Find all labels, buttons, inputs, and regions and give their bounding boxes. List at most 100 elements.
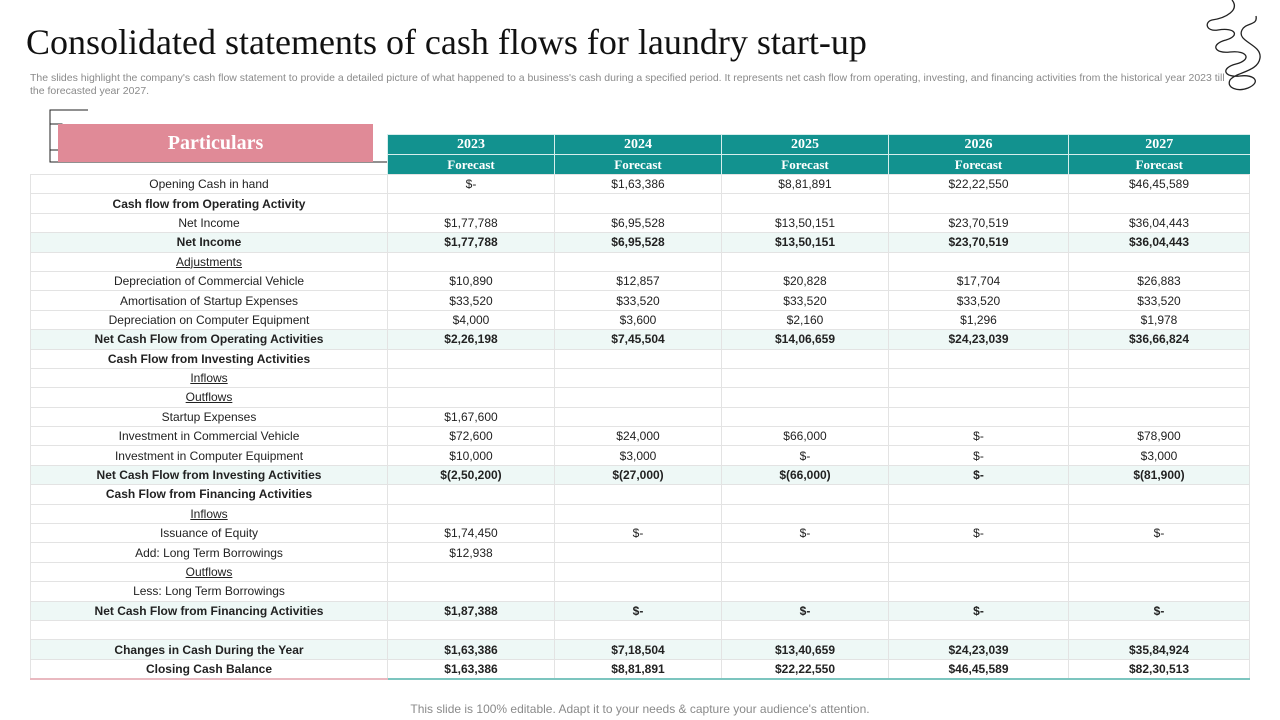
row-financing-header: Cash Flow from Financing Activities [30, 484, 1250, 505]
cell-2023: $12,938 [387, 542, 555, 563]
cell-2023: $1,63,386 [387, 639, 555, 660]
cell-2024: $33,520 [554, 290, 722, 311]
cell-2025: $(66,000) [721, 464, 889, 486]
row-investing-outflows: Outflows [30, 387, 1250, 408]
cell-2026 [888, 387, 1069, 408]
cell-2025 [721, 484, 889, 505]
cell-2024 [554, 348, 722, 369]
row-financing-outflows: Outflows [30, 561, 1250, 583]
cell-2024: $3,000 [554, 445, 722, 466]
cell-2023: $10,890 [387, 270, 555, 292]
row-net-investing: Net Cash Flow from Investing Activities … [30, 464, 1250, 486]
cell-2025 [721, 406, 889, 428]
cell-2026: $24,23,039 [888, 639, 1069, 660]
cell-2026 [888, 484, 1069, 505]
row-label [30, 619, 388, 641]
cell-2023: $1,87,388 [387, 600, 555, 621]
cell-2027: $35,84,924 [1068, 639, 1250, 660]
cell-2024: $7,18,504 [554, 639, 722, 660]
cell-2027 [1068, 367, 1250, 389]
cell-2023: $1,77,788 [387, 232, 555, 253]
row-label: Depreciation of Commercial Vehicle [30, 270, 388, 292]
cell-2025: $- [721, 445, 889, 466]
cell-2027 [1068, 251, 1250, 272]
year-header-row: 2023 2024 2025 2026 2027 [31, 134, 1250, 155]
cell-2025: $20,828 [721, 270, 889, 292]
forecast-label: Forecast [721, 154, 889, 175]
cell-2026: $- [888, 464, 1069, 486]
cell-2027 [1068, 193, 1250, 214]
cell-2026: $24,23,039 [888, 329, 1069, 350]
cell-2026: $22,22,550 [888, 173, 1069, 195]
cell-2027 [1068, 387, 1250, 408]
cell-2025 [721, 561, 889, 583]
row-label: Startup Expenses [30, 406, 388, 428]
year-2026-header: 2026 [888, 134, 1069, 155]
cell-2026 [888, 251, 1069, 272]
cell-2025: $66,000 [721, 426, 889, 447]
cell-2027: $46,45,589 [1068, 173, 1250, 195]
cell-2023 [387, 348, 555, 369]
row-issuance-equity: Issuance of Equity $1,74,450 $- $- $- $- [30, 523, 1250, 544]
cell-2024: $- [554, 600, 722, 621]
row-label: Inflows [30, 503, 388, 525]
row-label: Changes in Cash During the Year [30, 639, 388, 660]
cell-2024 [554, 561, 722, 583]
cell-2024: $7,45,504 [554, 329, 722, 350]
cell-2025 [721, 387, 889, 408]
slide-subtitle: The slides highlight the company's cash … [30, 72, 1225, 97]
row-label: Depreciation on Computer Equipment [30, 309, 388, 331]
row-net-income: Net Income $1,77,788 $6,95,528 $13,50,15… [30, 212, 1250, 234]
row-less-borrowings: Less: Long Term Borrowings [30, 581, 1250, 602]
cell-2023: $72,600 [387, 426, 555, 447]
cell-2024: $6,95,528 [554, 212, 722, 234]
cell-2026: $- [888, 600, 1069, 621]
cell-2023: $1,67,600 [387, 406, 555, 428]
cell-2024 [554, 406, 722, 428]
cell-2024: $1,63,386 [554, 173, 722, 195]
cell-2027 [1068, 542, 1250, 563]
cell-2024: $12,857 [554, 270, 722, 292]
row-label: Net Cash Flow from Investing Activities [30, 464, 388, 486]
cell-2027 [1068, 561, 1250, 583]
cell-2027: $- [1068, 523, 1250, 544]
cell-2024: $(27,000) [554, 464, 722, 486]
row-label: Cash flow from Operating Activity [30, 193, 388, 214]
header-spacer [31, 135, 388, 155]
cell-2025: $22,22,550 [721, 658, 889, 681]
row-amortisation: Amortisation of Startup Expenses $33,520… [30, 290, 1250, 311]
cell-2023: $(2,50,200) [387, 464, 555, 486]
swirl-decoration-icon [1206, 0, 1261, 91]
cell-2023 [387, 503, 555, 525]
row-adjustments: Adjustments [30, 251, 1250, 272]
cell-2026 [888, 406, 1069, 428]
forecast-label: Forecast [387, 154, 555, 175]
cell-2027 [1068, 348, 1250, 369]
year-2023-header: 2023 [387, 134, 555, 155]
year-2025-header: 2025 [721, 134, 889, 155]
cell-2026: $1,296 [888, 309, 1069, 331]
row-label: Opening Cash in hand [30, 173, 388, 195]
cell-2025: $8,81,891 [721, 173, 889, 195]
row-changes-in-cash: Changes in Cash During the Year $1,63,38… [30, 639, 1250, 660]
row-label: Net Cash Flow from Operating Activities [30, 329, 388, 350]
cell-2026: $- [888, 445, 1069, 466]
cell-2025: $2,160 [721, 309, 889, 331]
cell-2024 [554, 367, 722, 389]
row-label: Cash Flow from Financing Activities [30, 484, 388, 505]
cell-2026 [888, 193, 1069, 214]
row-label: Outflows [30, 561, 388, 583]
cell-2027 [1068, 484, 1250, 505]
cell-2025: $- [721, 600, 889, 621]
year-2024-header: 2024 [554, 134, 722, 155]
cell-2025 [721, 503, 889, 525]
cell-2024: $3,600 [554, 309, 722, 331]
cell-2027: $1,978 [1068, 309, 1250, 331]
row-label: Adjustments [30, 251, 388, 272]
slide-title: Consolidated statements of cash flows fo… [26, 22, 867, 62]
cell-2026: $46,45,589 [888, 658, 1069, 681]
row-label: Closing Cash Balance [30, 658, 388, 681]
cell-2026 [888, 367, 1069, 389]
row-net-financing: Net Cash Flow from Financing Activities … [30, 600, 1250, 621]
cell-2024 [554, 542, 722, 563]
